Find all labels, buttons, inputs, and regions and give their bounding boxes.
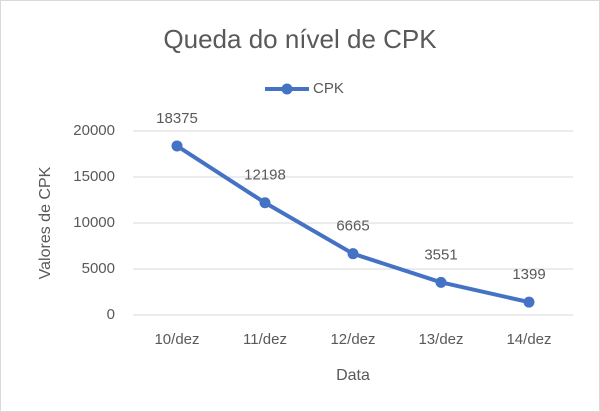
- x-tick-label: 12/dez: [330, 331, 375, 348]
- y-tick-label: 20000: [73, 122, 115, 139]
- y-tick-label: 5000: [82, 260, 115, 277]
- data-point: [523, 296, 535, 308]
- x-tick-label: 11/dez: [243, 331, 287, 348]
- data-point: [259, 197, 271, 209]
- data-point: [435, 276, 447, 288]
- data-point: [171, 140, 183, 152]
- data-label: 3551: [424, 246, 457, 263]
- data-label: 6665: [336, 218, 369, 235]
- data-point: [347, 248, 359, 260]
- x-axis-label: Data: [336, 367, 370, 384]
- y-tick-label: 15000: [73, 168, 115, 185]
- data-label: 12198: [244, 167, 286, 184]
- data-label: 1399: [512, 266, 545, 283]
- x-tick-label: 14/dez: [506, 331, 551, 348]
- x-tick-label: 10/dez: [154, 331, 199, 348]
- y-tick-label: 0: [107, 306, 115, 323]
- legend-marker: [281, 83, 293, 95]
- y-axis-label: Valores de CPK: [37, 166, 54, 279]
- chart-title: Queda do nível de CPK: [163, 24, 437, 54]
- x-tick-label: 13/dez: [418, 331, 463, 348]
- y-tick-label: 10000: [73, 214, 115, 231]
- data-label: 18375: [156, 110, 198, 127]
- legend-label: CPK: [313, 80, 344, 97]
